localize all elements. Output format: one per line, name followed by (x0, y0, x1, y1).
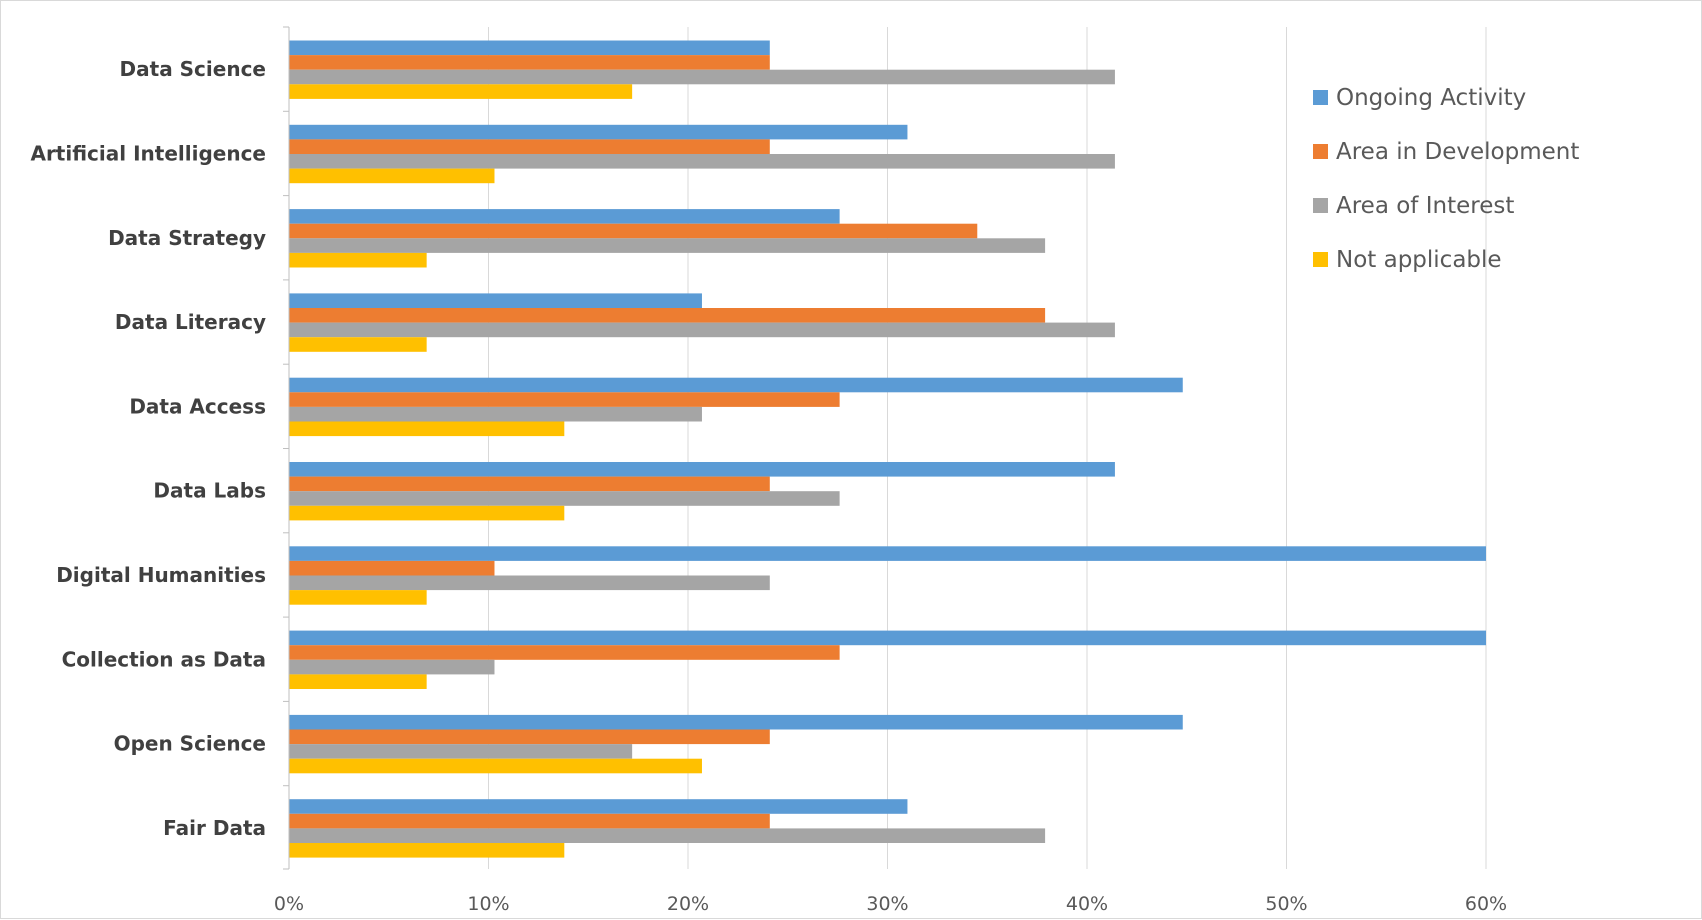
bar (289, 674, 427, 689)
bar (289, 462, 1115, 477)
bar (289, 392, 840, 407)
bar (289, 828, 1046, 843)
bar (289, 40, 770, 56)
bar (289, 645, 840, 660)
category-label: Data Strategy (108, 226, 266, 250)
bar (289, 139, 770, 154)
category-labels: Data Science Artificial Intelligence Data … (30, 57, 266, 840)
legend-swatch (1313, 252, 1328, 267)
tick-labels: 0% 10% 20% 30% 40% 50% 60% (274, 893, 1507, 915)
x-tick-label: 20% (667, 893, 709, 915)
bar (289, 223, 978, 239)
category-label: Data Labs (153, 479, 266, 503)
x-tick-label: 50% (1265, 893, 1307, 915)
x-tick-label: 60% (1465, 893, 1507, 915)
bar (289, 168, 495, 184)
bar (289, 337, 427, 352)
bar (289, 421, 565, 437)
bar (289, 546, 1486, 561)
bar (289, 758, 702, 774)
x-tick-label: 30% (866, 893, 908, 915)
legend-swatch (1313, 144, 1328, 159)
bar (289, 308, 1046, 323)
legend-swatch (1313, 198, 1328, 213)
legend-label: Not applicable (1336, 247, 1502, 273)
bar (289, 799, 908, 814)
bar (289, 843, 565, 858)
category-label: Data Access (129, 394, 266, 418)
bar (289, 659, 495, 675)
category-label: Fair Data (163, 816, 266, 840)
bar (289, 293, 702, 308)
bar (289, 55, 770, 70)
bar (289, 630, 1486, 646)
legend-label: Area in Development (1336, 139, 1579, 165)
legend: Ongoing Activity Area in Development Area … (1313, 85, 1579, 273)
x-tick-label: 10% (467, 893, 509, 915)
bar (289, 322, 1115, 338)
axis (283, 26, 290, 870)
category-label: Digital Humanities (56, 563, 266, 587)
category-label: Artificial Intelligence (30, 141, 266, 165)
legend-swatch (1313, 90, 1328, 105)
category-label: Collection as Data (62, 647, 266, 671)
bar (289, 744, 633, 759)
bar (289, 252, 427, 268)
bar (289, 84, 633, 99)
bar (289, 209, 840, 224)
bar (289, 406, 702, 422)
bar (289, 491, 840, 506)
bar (289, 575, 770, 591)
category-label: Data Science (120, 57, 266, 81)
bars (289, 40, 1486, 858)
bar (289, 476, 770, 492)
legend-label: Ongoing Activity (1336, 85, 1526, 111)
bar (289, 69, 1115, 85)
bar (289, 505, 565, 521)
legend-label: Area of Interest (1336, 193, 1514, 219)
bar (289, 560, 495, 576)
bar (289, 813, 770, 829)
bar (289, 714, 1183, 730)
bar (289, 124, 908, 140)
category-label: Open Science (114, 732, 266, 756)
bar (289, 154, 1115, 169)
bar (289, 377, 1183, 393)
bar (289, 729, 770, 745)
category-label: Data Literacy (115, 310, 266, 334)
bar (289, 238, 1046, 253)
x-tick-label: 40% (1066, 893, 1108, 915)
bar (289, 590, 427, 605)
x-tick-label: 0% (274, 893, 304, 915)
